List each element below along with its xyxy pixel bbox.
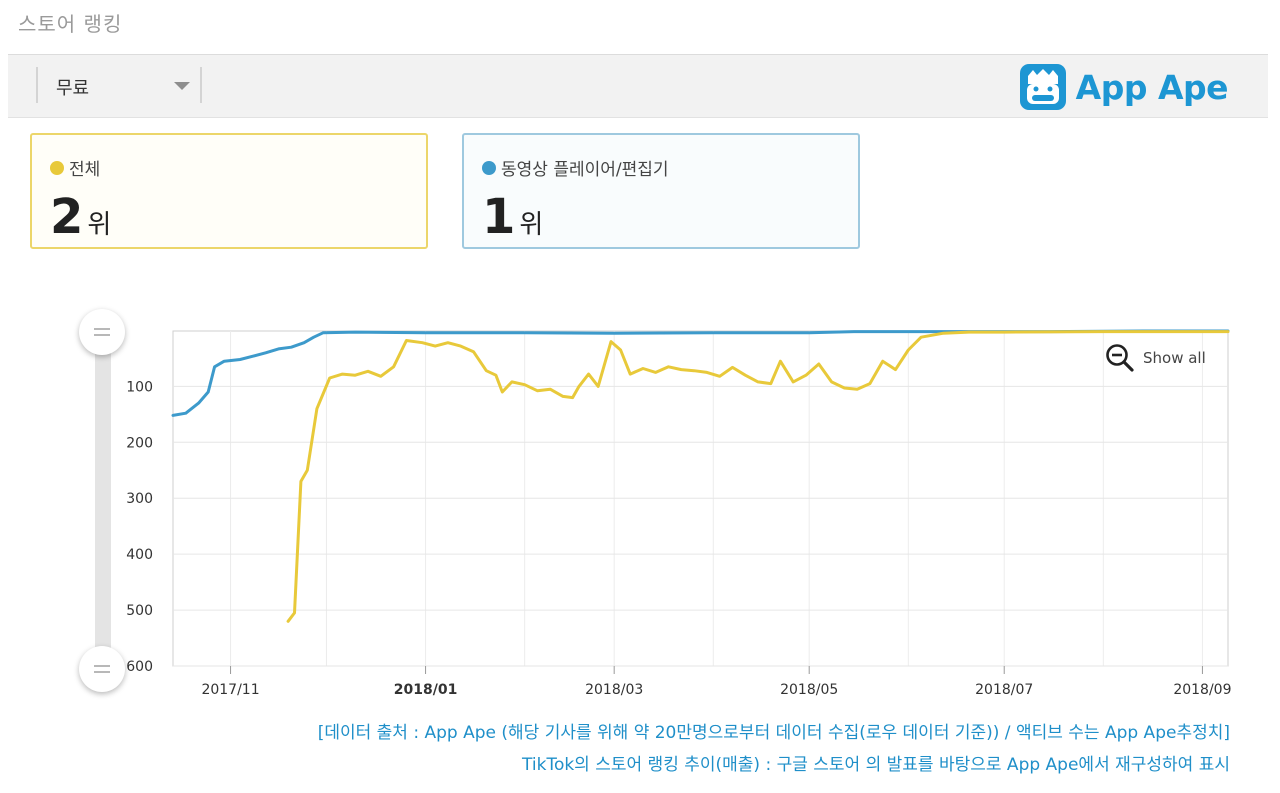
x-tick-label: 2018/05 <box>780 682 838 698</box>
card-legend-label: 전체 <box>69 160 101 180</box>
y-tick-label: 200 <box>126 435 153 451</box>
caret-down-icon <box>174 82 190 90</box>
card-rank: 2 위 <box>50 193 111 241</box>
rank-card-overall: 전체 2 위 <box>30 133 428 249</box>
price-filter-dropdown[interactable]: 무료 <box>36 67 202 103</box>
rank-unit: 위 <box>519 210 544 240</box>
show-all-button[interactable]: Show all <box>1105 343 1206 373</box>
range-slider-handle-top[interactable] <box>79 309 125 355</box>
y-tick-label: 400 <box>126 547 153 563</box>
x-tick-label: 2018/07 <box>975 682 1033 698</box>
ape-face-icon <box>1019 64 1066 110</box>
rank-number: 1 <box>482 189 516 245</box>
price-filter-value: 무료 <box>56 78 90 99</box>
overall-rank-line <box>286 330 1230 623</box>
page-title: 스토어 랭킹 <box>18 12 123 36</box>
y-tick-label: 500 <box>126 603 153 619</box>
data-source-caption: [데이터 출처 : App Ape (해당 기사를 위해 약 20만명으로부터 … <box>317 723 1230 743</box>
y-tick-label: 100 <box>126 379 153 395</box>
blue-dot-icon <box>482 160 496 175</box>
x-tick-label: 2018/09 <box>1173 682 1231 698</box>
zoom-out-icon <box>1106 344 1134 372</box>
brand-name: App Ape <box>1075 67 1229 107</box>
rank-unit: 위 <box>87 210 112 240</box>
show-all-label: Show all <box>1143 349 1206 367</box>
card-legend: 동영상 플레이어/편집기 <box>482 155 669 180</box>
app-ape-logo: App Ape <box>1018 61 1229 113</box>
y-tick-label: 600 <box>126 659 153 675</box>
y-tick-label: 300 <box>126 491 153 507</box>
chart-description-caption: TikTok의 스토어 랭킹 추이(매출) : 구글 스토어 의 발표를 바탕으… <box>522 755 1230 775</box>
card-rank: 1 위 <box>482 193 543 241</box>
card-legend-label: 동영상 플레이어/편집기 <box>501 160 669 180</box>
rank-card-category: 동영상 플레이어/편집기 1 위 <box>462 133 860 249</box>
x-tick-label: 2018/01 <box>394 682 458 698</box>
card-legend: 전체 <box>50 155 100 180</box>
category-rank-line <box>171 329 1230 417</box>
rank-number: 2 <box>50 189 84 245</box>
toolbar: 무료 App Ape <box>8 54 1268 118</box>
range-slider-handle-bottom[interactable] <box>79 646 125 692</box>
x-tick-label: 2018/03 <box>585 682 643 698</box>
x-tick-label: 2017/11 <box>201 682 259 698</box>
yellow-dot-icon <box>50 160 64 175</box>
range-slider-track[interactable] <box>95 340 111 668</box>
